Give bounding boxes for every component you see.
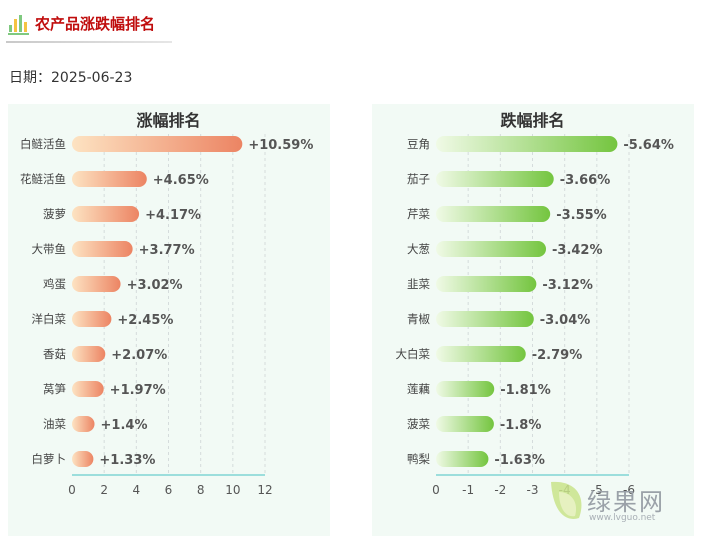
losers-bar xyxy=(436,451,489,467)
gainers-value-label: +4.17% xyxy=(145,208,201,223)
losers-value-label: -3.55% xyxy=(556,208,607,223)
losers-category-label: 青椒 xyxy=(407,312,430,326)
losers-category-label: 鸭梨 xyxy=(407,452,430,466)
gainers-value-label: +3.77% xyxy=(139,243,195,258)
losers-x-tick-label: -6 xyxy=(623,483,635,497)
leaf-logo-icon xyxy=(551,481,582,519)
gainers-category-label: 香菇 xyxy=(43,347,66,361)
gainers-value-label: +1.97% xyxy=(110,383,166,398)
watermark-url: www.lvguo.net xyxy=(589,513,656,523)
gainers-bar xyxy=(72,346,106,362)
gainers-category-label: 油菜 xyxy=(43,417,66,431)
losers-category-label: 莲藕 xyxy=(407,382,430,396)
gainers-bar xyxy=(72,451,94,467)
losers-bar xyxy=(436,206,551,222)
gainers-bar xyxy=(72,206,140,222)
gainers-x-tick-label: 2 xyxy=(100,483,108,497)
gainers-chart: 涨幅排名 0 2 4 6 8 10 12 白鲢活鱼 +10.59% 花鲢活鱼 +4.65% 菠萝 +4.1… xyxy=(20,111,313,497)
losers-value-label: -5.64% xyxy=(623,138,674,153)
losers-value-label: -3.04% xyxy=(540,313,591,328)
gainers-bar xyxy=(72,311,112,327)
losers-category-label: 大葱 xyxy=(407,242,430,256)
losers-value-label: -1.8% xyxy=(500,418,541,433)
gainers-value-label: +3.02% xyxy=(127,278,183,293)
gainers-bar xyxy=(72,276,121,292)
gainers-bar xyxy=(72,136,243,152)
losers-value-label: -3.12% xyxy=(542,278,593,293)
gainers-value-label: +1.4% xyxy=(101,418,148,433)
losers-bar xyxy=(436,136,618,152)
gainers-value-label: +2.07% xyxy=(111,348,167,363)
gainers-bar xyxy=(72,241,133,257)
losers-bar xyxy=(436,416,494,432)
gainers-x-tick-label: 0 xyxy=(68,483,76,497)
gainers-x-tick-label: 8 xyxy=(197,483,205,497)
gainers-category-label: 白萝卜 xyxy=(32,452,67,466)
losers-bar xyxy=(436,171,554,187)
gainers-category-label: 鸡蛋 xyxy=(43,277,66,291)
gainers-x-tick-label: 6 xyxy=(165,483,173,497)
gainers-category-label: 莴笋 xyxy=(43,382,66,396)
losers-bar xyxy=(436,381,495,397)
losers-bar xyxy=(436,276,537,292)
date-label: 日期：2025-06-23 xyxy=(9,70,133,86)
losers-x-tick-label: -5 xyxy=(591,483,603,497)
watermark-text: 绿果网 xyxy=(587,488,665,516)
losers-chart-title: 跌幅排名 xyxy=(500,111,564,130)
losers-x-tick-label: -3 xyxy=(527,483,539,497)
losers-category-label: 豆角 xyxy=(407,137,430,151)
losers-value-label: -3.42% xyxy=(552,243,603,258)
gainers-value-label: +2.45% xyxy=(117,313,173,328)
gainers-value-label: +4.65% xyxy=(153,173,209,188)
gainers-category-label: 菠萝 xyxy=(43,207,66,221)
losers-category-label: 芹菜 xyxy=(407,207,430,221)
losers-bar xyxy=(436,346,526,362)
losers-category-label: 大白菜 xyxy=(396,347,431,361)
gainers-value-label: +1.33% xyxy=(99,453,155,468)
losers-chart-panel: 跌幅排名0-1-2-3-4-5-6豆角-5.64%茄子-3.66%芹菜-3.55… xyxy=(372,104,694,536)
gainers-category-label: 花鲢活鱼 xyxy=(20,172,66,186)
page-header: 农产品涨跌幅排名 xyxy=(6,10,172,44)
gainers-x-tick-label: 12 xyxy=(257,483,272,497)
losers-chart: 跌幅排名0-1-2-3-4-5-6豆角-5.64%茄子-3.66%芹菜-3.55… xyxy=(396,111,674,497)
gainers-value-label: +10.59% xyxy=(248,138,313,153)
losers-value-label: -2.79% xyxy=(532,348,583,363)
gainers-bar xyxy=(72,416,95,432)
gainers-chart-panel: 涨幅排名 0 2 4 6 8 10 12 白鲢活鱼 +10.59% 花鲢活鱼 +4.65% 菠萝 +4.1… xyxy=(8,104,330,536)
losers-x-tick-label: -2 xyxy=(494,483,506,497)
losers-category-label: 菠菜 xyxy=(407,417,430,431)
losers-value-label: -1.81% xyxy=(500,383,551,398)
gainers-category-label: 洋白菜 xyxy=(32,312,67,326)
watermark: 绿果网 www.lvguo.net xyxy=(545,478,685,528)
losers-category-label: 茄子 xyxy=(407,172,430,186)
gainers-category-label: 大带鱼 xyxy=(32,242,67,256)
gainers-bar xyxy=(72,171,147,187)
losers-x-tick-label: -1 xyxy=(462,483,474,497)
losers-value-label: -1.63% xyxy=(494,453,544,468)
bar-chart-logo-icon xyxy=(8,15,29,35)
losers-bar xyxy=(436,311,534,327)
title-underline xyxy=(6,41,172,43)
losers-value-label: -3.66% xyxy=(560,173,611,188)
losers-bar xyxy=(436,241,547,257)
gainers-x-tick-label: 10 xyxy=(225,483,240,497)
gainers-x-tick-label: 4 xyxy=(133,483,141,497)
losers-category-label: 韭菜 xyxy=(407,277,430,291)
gainers-category-label: 白鲢活鱼 xyxy=(20,137,66,151)
losers-x-tick-label: 0 xyxy=(432,483,440,497)
page-title: 农产品涨跌幅排名 xyxy=(35,15,156,33)
gainers-chart-title: 涨幅排名 xyxy=(136,111,200,130)
gainers-bar xyxy=(72,381,104,397)
